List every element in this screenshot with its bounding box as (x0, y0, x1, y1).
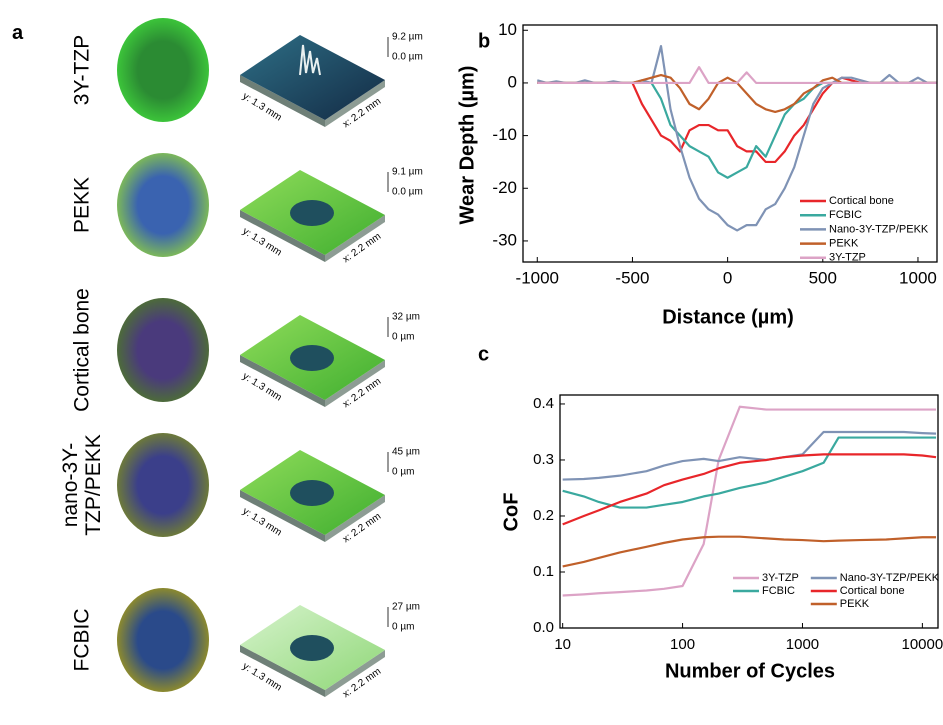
x-axis-title: Distance (µm) (662, 306, 794, 328)
figure: 9.2 µm0.0 µmy: 1.3 mmx: 2.2 mm9.1 µm0.0 … (0, 0, 943, 718)
crater (290, 635, 334, 661)
z-max-label: 9.2 µm (392, 32, 423, 43)
data-line (563, 407, 936, 596)
data-line (563, 454, 936, 524)
z-min-label: 0.0 µm (392, 52, 423, 63)
page: 9.2 µm0.0 µmy: 1.3 mmx: 2.2 mm9.1 µm0.0 … (0, 0, 943, 718)
y-tick-label: 0 (508, 72, 517, 91)
x-tick-label: -1000 (516, 268, 559, 287)
y-tick-label: 10 (498, 20, 517, 39)
crater (290, 200, 334, 226)
legend-label: Nano-3Y-TZP/PEKK (829, 223, 929, 235)
x-tick-label: 1000 (786, 636, 819, 653)
y-tick-label: -10 (492, 125, 517, 144)
z-min-label: 0.0 µm (392, 187, 423, 198)
x-tick-label: 100 (670, 636, 695, 653)
data-line (563, 432, 936, 480)
x-tick-label: -500 (615, 268, 649, 287)
legend-label: PEKK (829, 238, 859, 250)
sample-image (117, 433, 209, 537)
sample-name: Cortical bone (70, 265, 93, 435)
x-tick-label: 10 (554, 636, 571, 653)
legend-label: Cortical bone (840, 585, 905, 597)
data-line (537, 75, 937, 112)
sample-name: nano-3Y-TZP/PEKK (59, 429, 105, 541)
y-tick-label: 0.4 (533, 395, 554, 412)
z-max-label: 45 µm (392, 447, 420, 458)
x-tick-label: 500 (809, 268, 837, 287)
crater (290, 480, 334, 506)
sample-image (117, 153, 209, 257)
legend-label: FCBIC (829, 209, 862, 221)
panel-label: c (478, 343, 489, 365)
x-tick-label: 0 (723, 268, 732, 287)
x-axis-title: Number of Cycles (665, 660, 835, 682)
data-line (537, 83, 937, 178)
crater (290, 345, 334, 371)
z-max-label: 27 µm (392, 602, 420, 613)
panel-label: b (478, 30, 490, 52)
y-tick-label: 0.0 (533, 619, 554, 636)
legend-label: PEKK (840, 598, 870, 610)
y-tick-label: 0.2 (533, 507, 554, 524)
legend-label: Nano-3Y-TZP/PEKK (840, 572, 940, 584)
y-tick-label: -20 (492, 178, 517, 197)
z-min-label: 0 µm (392, 622, 414, 633)
sample-image (117, 588, 209, 692)
sample-image (117, 298, 209, 402)
z-max-label: 32 µm (392, 312, 420, 323)
z-min-label: 0 µm (392, 332, 414, 343)
legend-label: Cortical bone (829, 195, 894, 207)
x-tick-label: 10000 (902, 636, 943, 653)
panel-label: a (12, 22, 23, 45)
z-min-label: 0 µm (392, 467, 414, 478)
x-tick-label: 1000 (899, 268, 937, 287)
y-axis-title: CoF (500, 493, 522, 532)
data-line (563, 537, 936, 567)
sample-name: FCBIC (70, 555, 93, 725)
sample-image (117, 18, 209, 122)
z-max-label: 9.1 µm (392, 167, 423, 178)
y-tick-label: 0.3 (533, 451, 554, 468)
data-line (537, 67, 937, 83)
y-tick-label: 0.1 (533, 563, 554, 580)
legend-label: FCBIC (762, 585, 795, 597)
data-line (563, 438, 936, 508)
legend-label: 3Y-TZP (762, 572, 799, 584)
data-line (537, 78, 937, 162)
y-axis-title: Wear Depth (µm) (456, 66, 478, 225)
legend-label: 3Y-TZP (829, 252, 866, 264)
y-tick-label: -30 (492, 230, 517, 249)
